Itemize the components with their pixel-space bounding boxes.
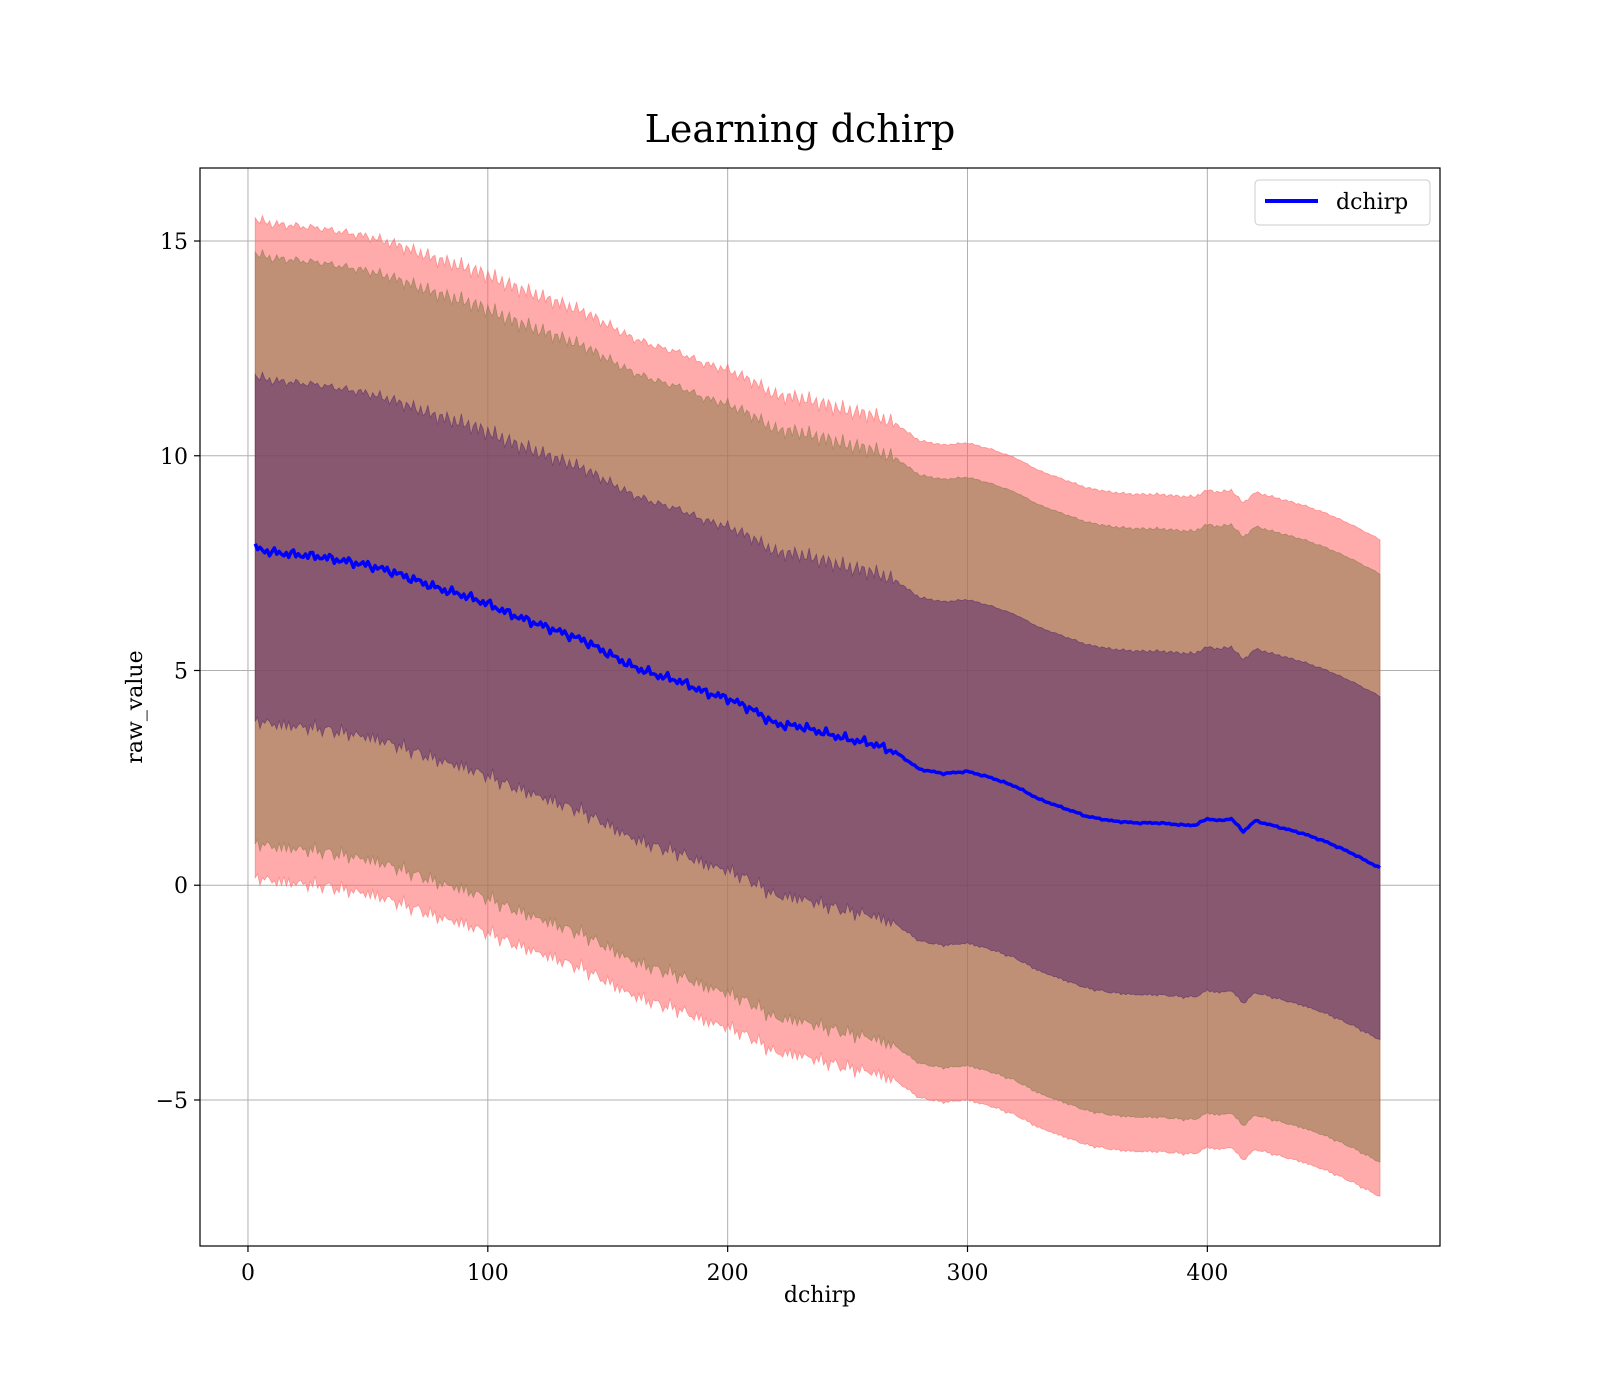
series-layer bbox=[253, 543, 1382, 870]
y-tick-label: 10 bbox=[160, 445, 188, 470]
band-inner bbox=[254, 371, 1381, 1041]
y-tick-label: 5 bbox=[174, 659, 188, 684]
x-tick-label: 0 bbox=[241, 1261, 255, 1286]
legend: dchirp bbox=[1254, 179, 1431, 226]
plot-frame bbox=[199, 167, 1441, 1247]
legend-box bbox=[1254, 179, 1431, 226]
x-tick-label: 100 bbox=[467, 1261, 509, 1286]
y-tick-label: 15 bbox=[160, 230, 188, 255]
axis-ticks: 0 100 200 300 400 −5 0 5 10 15 bbox=[156, 230, 1229, 1286]
series-line-dchirp bbox=[253, 543, 1382, 870]
confidence-bands bbox=[254, 214, 1381, 1197]
x-tick-label: 300 bbox=[947, 1261, 989, 1286]
x-tick-label: 400 bbox=[1186, 1261, 1228, 1286]
legend-entry: dchirp bbox=[1336, 190, 1408, 215]
x-axis-label: dchirp bbox=[784, 1283, 856, 1308]
y-axis-label: raw_value bbox=[123, 650, 148, 763]
x-tick-label: 200 bbox=[707, 1261, 749, 1286]
y-tick-label: 0 bbox=[174, 874, 188, 899]
y-tick-label: −5 bbox=[156, 1089, 188, 1114]
chart-title: Learning dchirp bbox=[645, 107, 956, 151]
